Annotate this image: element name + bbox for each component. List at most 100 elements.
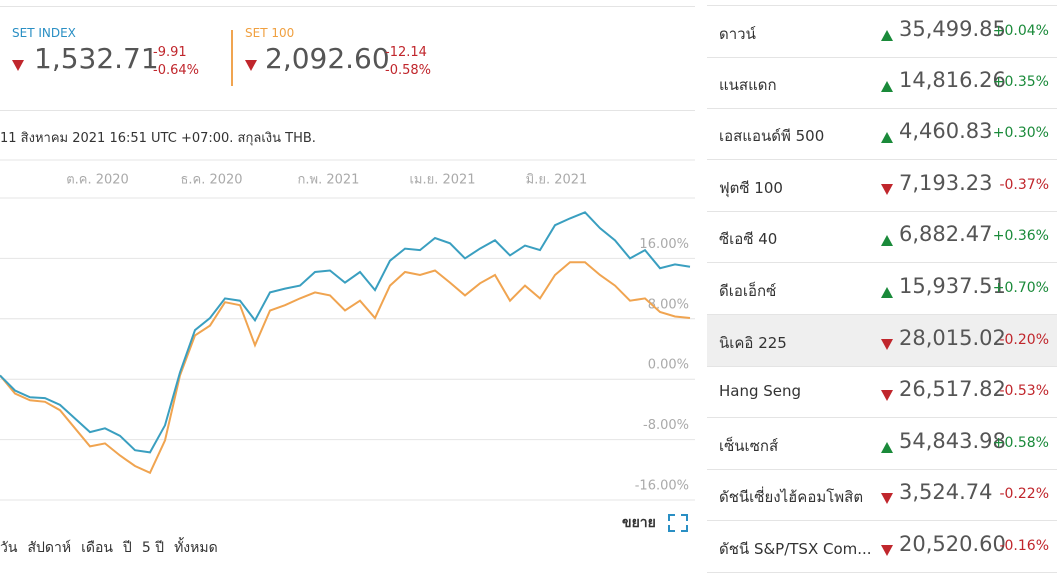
down-arrow — [881, 183, 893, 195]
up-arrow — [881, 132, 893, 144]
index-name: แนสแดก — [719, 75, 777, 94]
index-arrow — [881, 26, 893, 45]
index-change: +0.70% — [992, 280, 1049, 296]
index-row[interactable]: เซ็นเซกส์ 54,843.98 +0.58% — [707, 418, 1057, 470]
y-tick-label: -8.00% — [643, 418, 689, 433]
tile-change-pct: -0.64% — [153, 63, 199, 78]
subtitle: 11 สิงหาคม 2021 16:51 UTC +07:00. สกุลเง… — [0, 131, 316, 146]
series-line — [0, 261, 691, 475]
chart: 16.00% 8.00% 0.00% -8.00% -16.00% ต.ค. 2020 ธ.… — [0, 159, 695, 501]
index-change: -0.20% — [999, 331, 1049, 348]
index-name: ดัชนีเซี่ยงไฮ้คอมโพสิต — [719, 488, 864, 507]
index-value: 35,499.85 — [899, 17, 1006, 41]
y-tick-label: 0.00% — [648, 358, 689, 373]
period-link[interactable]: เดือน — [81, 540, 113, 556]
index-name: เซ็นเซกส์ — [719, 436, 779, 455]
chart-panel: SET INDEX 1,532.71 -9.91 -0.64% SET 100 … — [0, 6, 695, 559]
tile-marker — [231, 30, 233, 86]
tile-value: 1,532.71 — [34, 42, 159, 75]
y-tick-label: 16.00% — [639, 237, 689, 252]
down-arrow — [245, 60, 257, 71]
index-arrow — [881, 128, 893, 147]
index-change: +0.36% — [992, 228, 1049, 245]
index-row[interactable]: Hang Seng 26,517.82 -0.53% — [707, 366, 1057, 419]
tile-name: SET 100 — [245, 26, 295, 40]
tile-change: -9.91 — [153, 45, 187, 60]
index-name: ฟุตซี 100 — [719, 178, 783, 197]
period-link[interactable]: ทั้งหมด — [174, 540, 218, 556]
tile-name: SET INDEX — [12, 26, 76, 40]
tile[interactable]: SET 100 2,092.60 -12.14 -0.58% — [245, 26, 431, 78]
index-arrow — [881, 489, 893, 508]
index-arrow — [881, 283, 893, 302]
down-arrow — [881, 390, 893, 402]
index-name: ดาวน์ — [719, 25, 756, 43]
index-value: 54,843.98 — [899, 428, 1006, 453]
down-arrow — [881, 545, 893, 556]
index-row[interactable]: ดาวน์ 35,499.85 +0.04% — [707, 5, 1057, 58]
index-value: 4,460.83 — [899, 119, 993, 144]
index-value: 6,882.47 — [899, 222, 993, 247]
index-row[interactable]: ซีเอซี 40 6,882.47 +0.36% — [707, 211, 1057, 264]
index-row[interactable]: แนสแดก 14,816.26 +0.35% — [707, 57, 1057, 109]
index-value: 3,524.74 — [899, 480, 993, 505]
index-value: 20,520.60 — [899, 532, 1006, 556]
index-row[interactable]: นิเคอิ 225 28,015.02 -0.20% — [707, 314, 1057, 367]
y-tick-label: 8.00% — [648, 297, 689, 312]
index-name: ดัชนี S&P/TSX Com... — [719, 540, 872, 558]
tile[interactable]: SET INDEX 1,532.71 -9.91 -0.64% — [12, 26, 199, 78]
down-arrow — [881, 493, 893, 505]
index-arrow — [881, 77, 893, 96]
index-arrow — [881, 335, 893, 354]
index-change: -0.22% — [999, 486, 1049, 503]
index-row[interactable]: ฟุตซี 100 7,193.23 -0.37% — [707, 160, 1057, 212]
index-row[interactable]: ดัชนีเซี่ยงไฮ้คอมโพสิต 3,524.74 -0.22% — [707, 469, 1057, 522]
x-tick-label: ต.ค. 2020 — [66, 173, 129, 188]
up-arrow — [881, 30, 893, 41]
index-name: Hang Seng — [719, 382, 802, 401]
tile-change: -12.14 — [385, 45, 427, 60]
x-tick-label: ก.พ. 2021 — [298, 173, 360, 188]
index-arrow — [881, 438, 893, 457]
expand-icon — [667, 514, 688, 532]
expand-button[interactable]: ขยาย — [622, 512, 689, 534]
x-tick-label: ธ.ค. 2020 — [180, 173, 242, 188]
y-tick-label: -16.00% — [635, 479, 689, 494]
period-link[interactable]: ปี — [122, 540, 132, 556]
index-value: 28,015.02 — [899, 325, 1006, 350]
index-row[interactable]: ดีเอเอ็กซ์ 15,937.51 +0.70% — [707, 263, 1057, 315]
index-name: ซีเอซี 40 — [719, 230, 778, 249]
up-arrow — [881, 441, 893, 453]
tile-change-pct: -0.58% — [385, 63, 431, 78]
index-change: -0.37% — [999, 176, 1049, 193]
index-value: 15,937.51 — [899, 274, 1006, 298]
tile-value: 2,092.60 — [265, 42, 390, 75]
index-arrow — [881, 231, 893, 250]
index-change: -0.16% — [999, 538, 1049, 554]
period-link[interactable]: วัน — [0, 540, 18, 556]
index-name: นิเคอิ 225 — [719, 333, 787, 352]
index-value: 26,517.82 — [899, 377, 1006, 402]
x-tick-label: เม.ย. 2021 — [409, 173, 475, 188]
down-arrow — [881, 338, 893, 350]
index-change: +0.35% — [992, 73, 1049, 90]
x-tick-label: มิ.ย. 2021 — [526, 173, 588, 188]
divider — [0, 6, 695, 7]
period-link[interactable]: สัปดาห์ — [27, 540, 72, 556]
divider — [0, 110, 695, 111]
index-row[interactable]: ดัชนี S&P/TSX Com... 20,520.60 -0.16% — [707, 521, 1057, 573]
index-name: เอสแอนด์พี 500 — [719, 127, 825, 146]
index-value: 7,193.23 — [899, 170, 993, 195]
index-change: +0.58% — [992, 434, 1049, 451]
up-arrow — [881, 287, 893, 298]
up-arrow — [881, 80, 893, 92]
period-link[interactable]: 5 ปี — [141, 540, 165, 556]
up-arrow — [881, 235, 893, 247]
down-arrow — [12, 60, 24, 71]
index-change: +0.04% — [992, 23, 1049, 39]
period-bar: วัน สัปดาห์ เดือน ปี 5 ปี ทั้งหมด — [0, 537, 228, 559]
series-line — [0, 211, 691, 454]
index-name: ดีเอเอ็กซ์ — [719, 282, 777, 300]
index-row[interactable]: เอสแอนด์พี 500 4,460.83 +0.30% — [707, 108, 1057, 161]
